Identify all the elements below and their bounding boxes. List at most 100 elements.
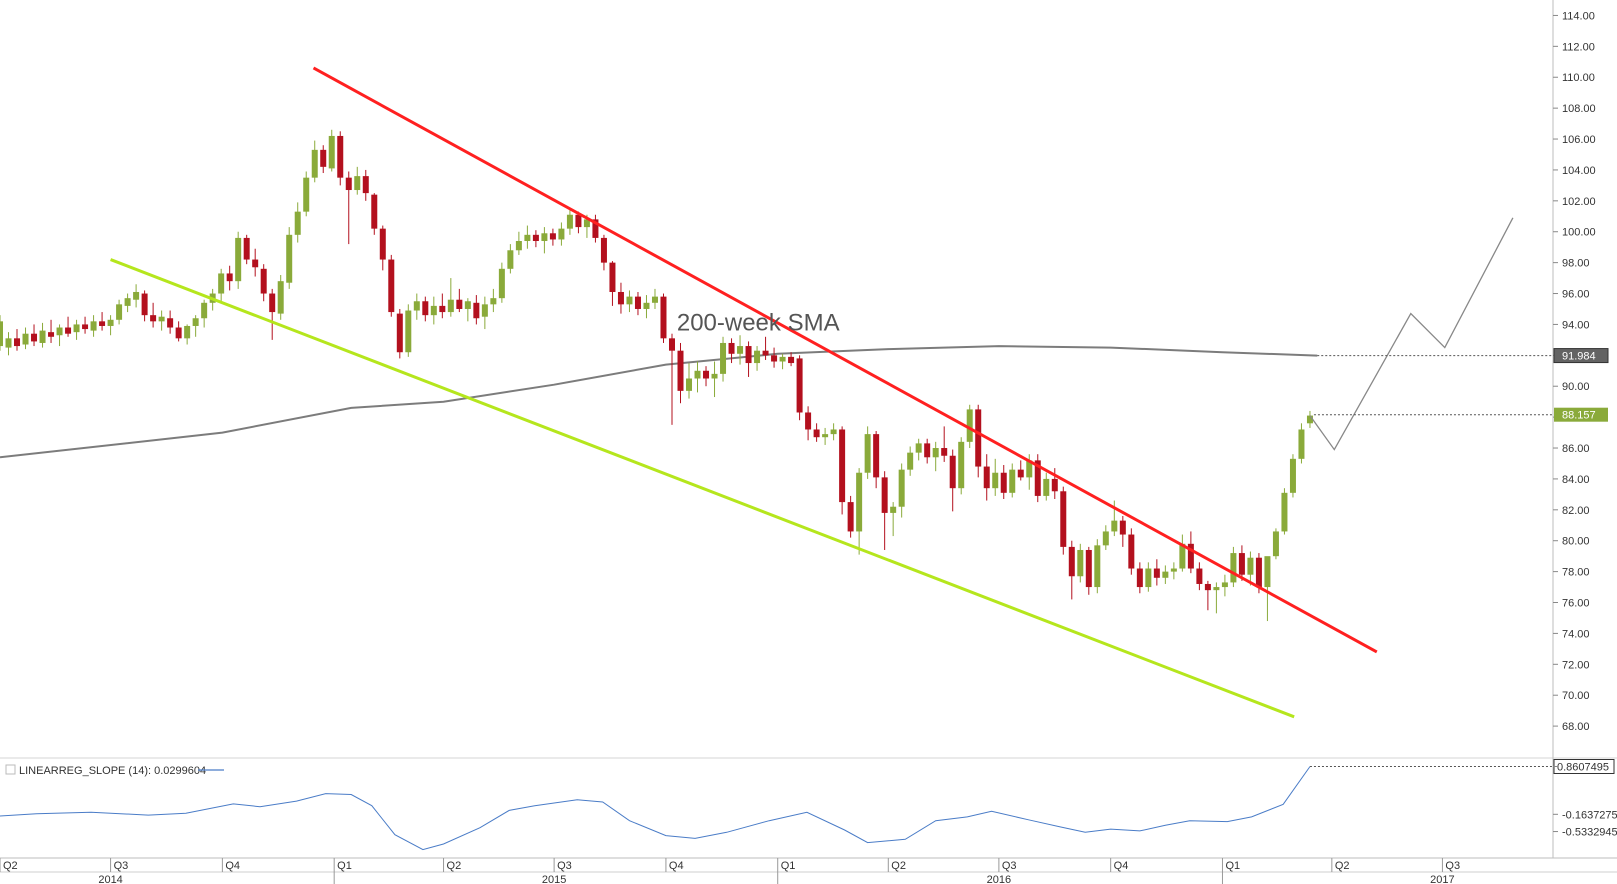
candle-up <box>1179 534 1186 572</box>
candle-body <box>1102 531 1109 546</box>
year-label: 2017 <box>1430 874 1454 884</box>
quarter-label: Q3 <box>1002 860 1017 872</box>
candle-up <box>447 278 454 317</box>
candle-body <box>286 234 293 283</box>
candle-up <box>651 288 658 309</box>
candle-up <box>0 315 3 351</box>
candle-up <box>1170 562 1177 580</box>
candle-body <box>1153 568 1160 578</box>
candle-body <box>1119 520 1126 535</box>
quarter-label: Q3 <box>114 860 129 872</box>
candle-up <box>686 363 693 399</box>
candle-up <box>1043 472 1050 501</box>
price-tick-label: 114.00 <box>1562 10 1595 22</box>
candle-body <box>830 429 837 435</box>
candle-up <box>1289 454 1296 498</box>
quarter-label: Q1 <box>1225 860 1240 872</box>
candle-up <box>303 171 310 217</box>
candle-down <box>975 404 982 478</box>
candle-down <box>1085 546 1092 595</box>
candle-up <box>413 293 420 320</box>
candle-body <box>1051 478 1058 492</box>
candle-body <box>1230 553 1237 583</box>
candle-body <box>311 149 318 178</box>
candle-down <box>1128 528 1135 575</box>
candle-up <box>737 335 744 365</box>
candle-up <box>405 304 412 357</box>
candle-body <box>82 324 89 330</box>
year-label: 2016 <box>987 874 1011 884</box>
candle-body <box>1077 549 1084 577</box>
candle-down <box>745 341 752 377</box>
candle-down <box>771 347 778 368</box>
candle-body <box>498 268 505 299</box>
projection-line <box>1309 217 1514 451</box>
candle-body <box>805 412 812 430</box>
projection-path <box>1309 217 1553 451</box>
candle-body <box>1000 472 1007 493</box>
price-tick-label: 70.00 <box>1562 690 1590 702</box>
candle-body <box>1187 543 1194 569</box>
candle-down <box>983 454 990 501</box>
candle-body <box>1043 478 1050 496</box>
candle-body <box>1128 534 1135 569</box>
candle-body <box>175 327 182 339</box>
candle-up <box>277 274 284 320</box>
candle-body <box>320 149 327 167</box>
candle-down <box>422 296 429 322</box>
candle-body <box>1145 568 1152 588</box>
candle-body <box>107 319 114 326</box>
candle-up <box>5 332 12 356</box>
candle-body <box>1247 557 1254 575</box>
candle-body <box>141 293 148 316</box>
candle-up <box>201 299 208 328</box>
candle-body <box>1298 429 1305 459</box>
price-tick-label: 82.00 <box>1562 505 1590 517</box>
candle-down <box>1153 559 1160 586</box>
candle-body <box>1170 568 1177 572</box>
indicator-legend-label: LINEARREG_SLOPE (14): 0.0299604 <box>19 765 206 777</box>
candle-up <box>133 284 140 308</box>
trendlines <box>110 66 1378 719</box>
candle-down <box>847 495 854 538</box>
candle-body <box>56 327 63 336</box>
candle-body <box>226 273 233 282</box>
candle-up <box>328 129 335 172</box>
candle-up <box>558 222 565 246</box>
candle-body <box>1213 587 1220 591</box>
price-tick-label: 94.00 <box>1562 319 1590 331</box>
candle-body <box>524 234 531 242</box>
price-tick-label: 108.00 <box>1562 103 1596 115</box>
candle-up <box>754 346 761 371</box>
gridlines <box>0 0 1617 859</box>
candle-up <box>890 502 897 537</box>
candle-down <box>473 295 480 325</box>
candle-body <box>1196 568 1203 584</box>
candle-down <box>762 336 769 360</box>
candle-body <box>907 452 914 470</box>
candle-body <box>626 296 633 305</box>
sma-annotation-label: 200-week SMA <box>677 310 840 337</box>
candle-body <box>1255 557 1262 588</box>
candle-body <box>1272 531 1279 557</box>
candle-body <box>609 262 616 292</box>
candle-down <box>728 338 735 364</box>
candle-body <box>958 441 965 489</box>
candle-body <box>515 241 522 251</box>
candle-up <box>1009 463 1016 498</box>
candle-body <box>22 333 29 345</box>
quarter-label: Q2 <box>1335 860 1350 872</box>
candle-body <box>218 273 225 294</box>
candle-down <box>150 302 157 328</box>
candle-body <box>507 250 514 269</box>
sma-value-badge-text: 91.984 <box>1562 351 1596 363</box>
year-label: 2015 <box>542 874 566 884</box>
indicator-legend-checkbox[interactable] <box>5 764 16 775</box>
candle-body <box>48 332 55 337</box>
candle-body <box>396 313 403 353</box>
candle-down <box>873 431 880 489</box>
price-tick-label: 78.00 <box>1562 567 1590 579</box>
candle-body <box>422 301 429 316</box>
candle-body <box>634 296 641 309</box>
